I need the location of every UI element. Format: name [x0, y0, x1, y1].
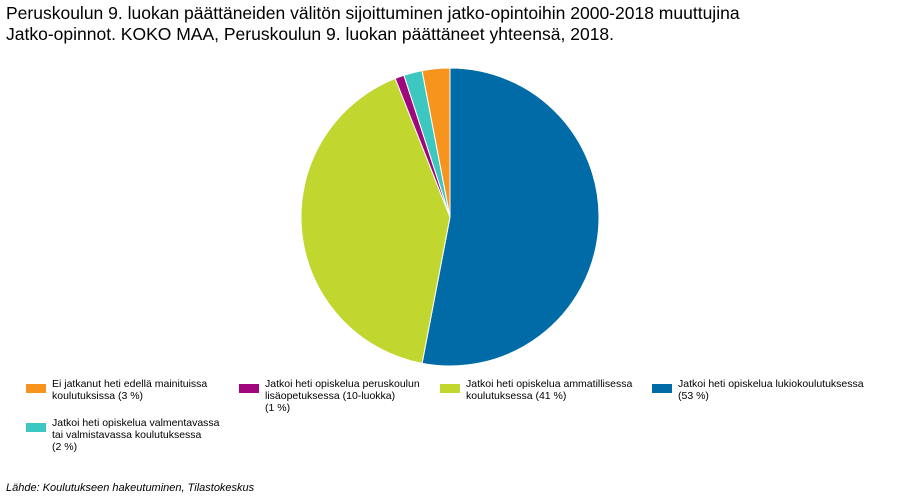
chart-title-line-2: Jatko-opinnot. KOKO MAA, Peruskoulun 9. …	[6, 24, 615, 44]
legend-swatch-valmentava	[26, 423, 46, 432]
legend-label-lisaopetus: Jatkoi heti opiskelua peruskoulun lisäop…	[265, 378, 420, 414]
legend-item-ammatillinen: Jatkoi heti opiskelua ammatillisessa kou…	[440, 378, 632, 402]
pie-slice-4	[421, 67, 451, 218]
legend-label-ei-jatkanut: Ei jatkanut heti edellä mainituissa koul…	[52, 378, 208, 402]
pie-slice-0	[421, 67, 600, 367]
legend-swatch-lisaopetus	[239, 384, 259, 393]
legend-label-lukio: Jatkoi heti opiskelua lukiokoulutuksessa…	[678, 378, 864, 402]
chart-title: Peruskoulun 9. luokan päättäneiden välit…	[6, 3, 896, 45]
legend-swatch-ammatillinen	[440, 384, 460, 393]
legend-item-ei-jatkanut: Ei jatkanut heti edellä mainituissa koul…	[26, 378, 207, 402]
source-note: Lähde: Koulutukseen hakeutuminen, Tilast…	[6, 482, 255, 494]
legend-swatch-lukio	[652, 384, 672, 393]
legend-item-valmentava: Jatkoi heti opiskelua valmentavassa tai …	[26, 417, 220, 453]
chart-title-line-1: Peruskoulun 9. luokan päättäneiden välit…	[6, 3, 740, 23]
legend-item-lukio: Jatkoi heti opiskelua lukiokoulutuksessa…	[652, 378, 864, 402]
legend-swatch-ei-jatkanut	[26, 384, 46, 393]
legend-label-valmentava: Jatkoi heti opiskelua valmentavassa tai …	[52, 417, 220, 453]
pie-slice-1	[300, 77, 451, 364]
legend-item-lisaopetus: Jatkoi heti opiskelua peruskoulun lisäop…	[239, 378, 420, 414]
legend-label-ammatillinen: Jatkoi heti opiskelua ammatillisessa kou…	[466, 378, 633, 402]
